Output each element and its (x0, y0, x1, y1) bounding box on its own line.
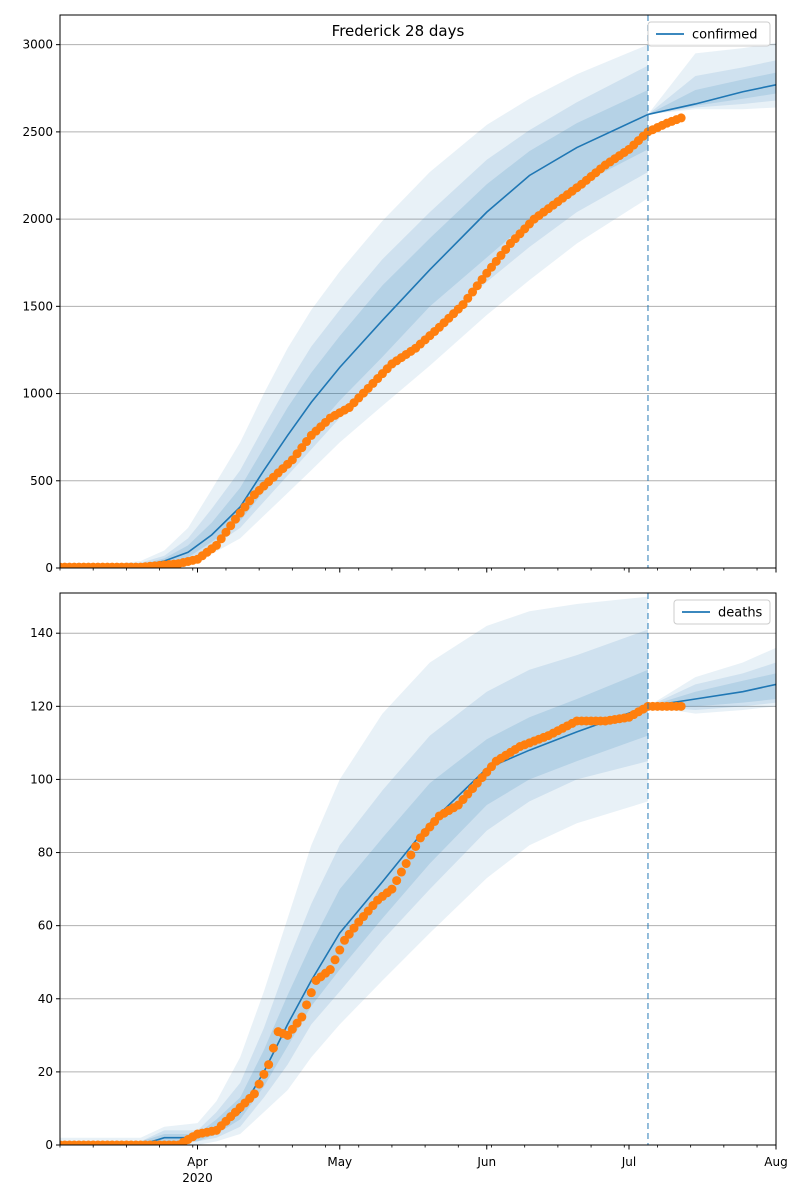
legend-box (673, 599, 771, 625)
x-tick-label: Jun (476, 1155, 496, 1169)
deaths-subplot: 0 20 40 60 80 100 120 140 deaths Apr 2020 May Jun Jul… (30, 592, 788, 1185)
legend-box (647, 21, 771, 47)
y-tick-label: 60 (38, 919, 53, 933)
y-tick-label: 120 (30, 699, 53, 713)
observed-point (676, 113, 686, 123)
observed-point (468, 287, 478, 297)
model-line (647, 83, 776, 116)
observed-point (221, 527, 231, 537)
uncertainty-band (60, 596, 648, 1145)
observed-point (297, 443, 307, 453)
observed-point (477, 274, 487, 284)
y-tick-label: 0 (45, 1138, 53, 1152)
observed-point (235, 508, 245, 518)
observed-point (330, 955, 340, 965)
observed-point (254, 1079, 264, 1089)
x-tick-label: May (327, 1155, 352, 1169)
observed-point (230, 514, 240, 524)
uncertainty-band (60, 669, 648, 1145)
y-tick-label: 3000 (22, 38, 53, 52)
y-tick-label: 40 (38, 992, 53, 1006)
x-tick-label: Aug (764, 1155, 787, 1169)
observed-point (283, 1030, 293, 1040)
uncertainty-band (647, 72, 776, 115)
observed-point (401, 859, 411, 869)
y-tick-label: 1500 (22, 299, 53, 313)
observed-point (676, 701, 686, 711)
uncertainty-band (647, 673, 776, 707)
observed-point (249, 1089, 259, 1099)
y-tick-label: 2000 (22, 212, 53, 226)
observed-point (392, 876, 402, 886)
observed-point (287, 455, 297, 465)
model-line (60, 705, 649, 1145)
uncertainty-band (60, 44, 648, 568)
uncertainty-band (647, 42, 776, 115)
observed-point (396, 867, 406, 877)
y-tick-label: 100 (30, 772, 53, 786)
observed-point (349, 923, 359, 933)
observed-point (302, 437, 312, 447)
uncertainty-band (60, 90, 648, 568)
observed-point (387, 884, 397, 894)
observed-point (245, 496, 255, 506)
y-tick-label: 80 (38, 846, 53, 860)
observed-point (406, 850, 416, 860)
uncertainty-band (647, 662, 776, 710)
observed-point (302, 1000, 312, 1010)
y-tick-label: 1000 (22, 387, 53, 401)
uncertainty-band (647, 60, 776, 115)
observed-point (463, 293, 473, 303)
observed-point (211, 540, 221, 550)
observed-point (292, 1018, 302, 1028)
confirmed-subplot: 0 500 1000 1500 2000 2500 3000 Frederick 28 day… (22, 14, 777, 575)
uncertainty-band (60, 65, 648, 568)
observed-point (340, 935, 350, 945)
plot-area (60, 42, 776, 568)
observed-point (264, 1060, 274, 1070)
legend-label: confirmed (692, 28, 758, 43)
observed-point (344, 929, 354, 939)
x-tick-label: Jul (621, 1155, 636, 1169)
observed-point (411, 841, 421, 851)
observed-point (297, 1012, 307, 1022)
observed-point (292, 449, 302, 459)
observed-point (458, 300, 468, 310)
y-tick-label: 0 (45, 561, 53, 575)
observed-point (325, 965, 335, 975)
observed-point (472, 281, 482, 291)
observed-point (240, 502, 250, 512)
plot-area (60, 596, 776, 1145)
axes-frame (59, 592, 777, 1146)
x-tick-sublabel: 2020 (182, 1171, 213, 1185)
axes-frame (59, 14, 777, 569)
y-tick-label: 20 (38, 1065, 53, 1079)
uncertainty-band (647, 647, 776, 714)
observed-point (216, 534, 226, 544)
observed-point (259, 1069, 269, 1079)
observed-point (306, 988, 316, 998)
observed-point (226, 521, 236, 531)
observed-point (268, 1043, 278, 1053)
y-tick-label: 140 (30, 626, 53, 640)
legend-label: deaths (718, 606, 763, 621)
y-tick-label: 2500 (22, 125, 53, 139)
observed-point (287, 1024, 297, 1034)
chart-title: Frederick 28 days (332, 22, 465, 40)
x-tick-label: Apr (187, 1155, 208, 1169)
y-tick-label: 500 (30, 474, 53, 488)
observed-point (335, 945, 345, 955)
